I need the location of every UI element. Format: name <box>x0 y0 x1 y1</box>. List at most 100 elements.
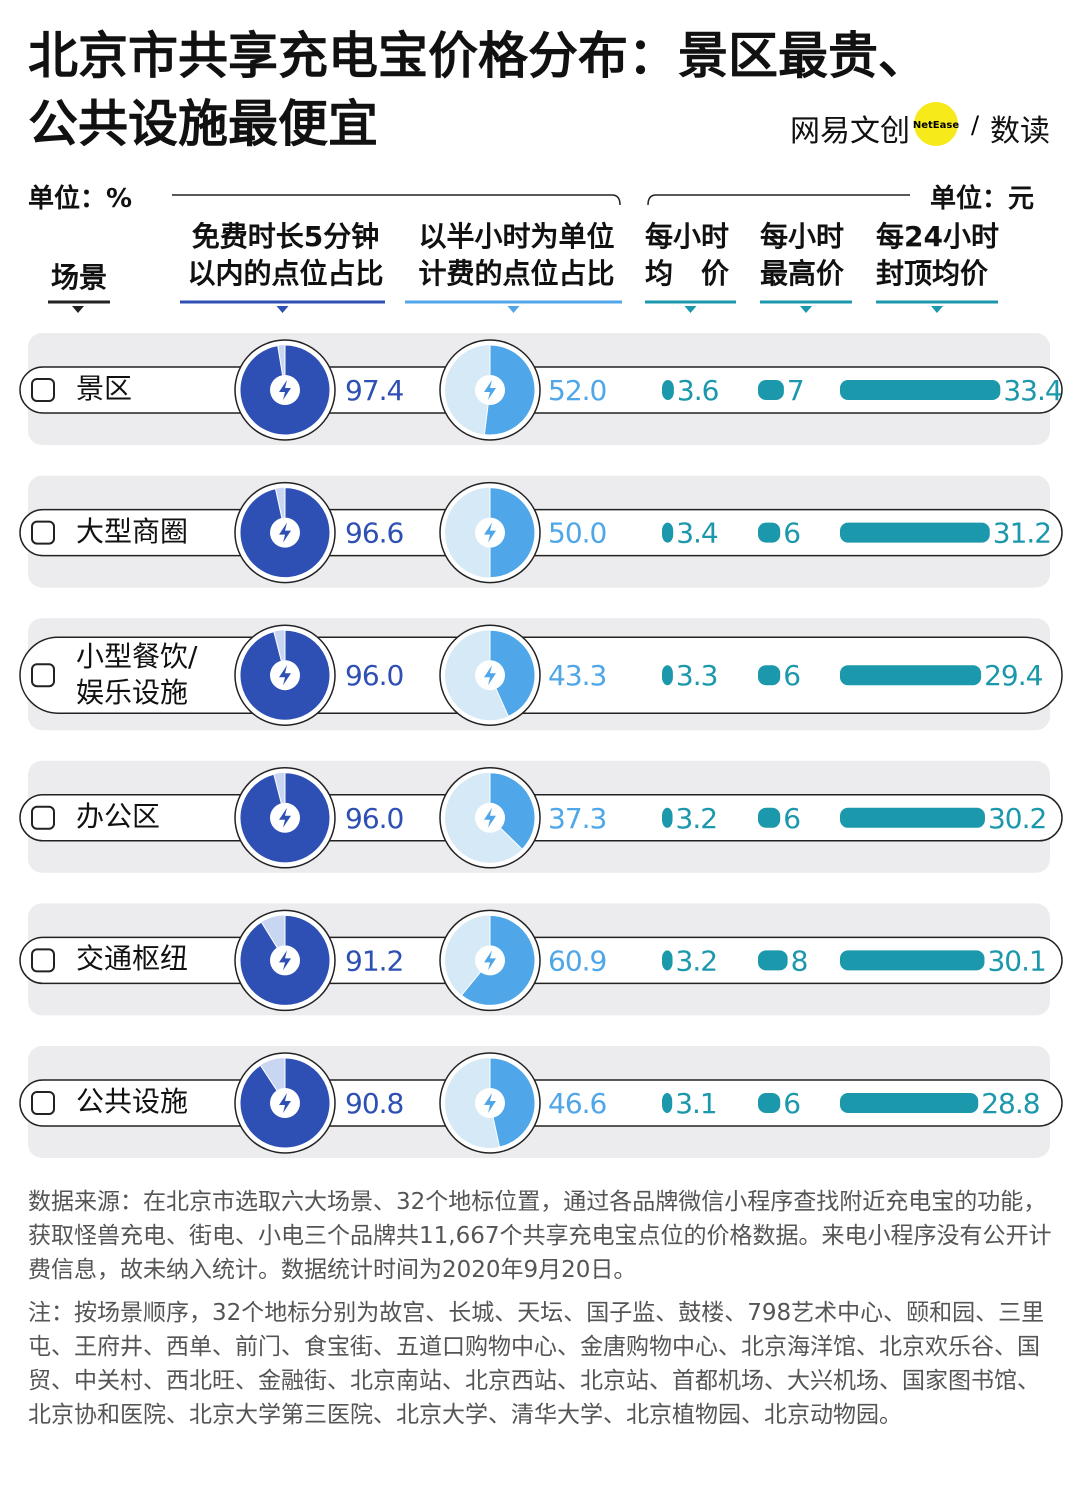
pie-bolt <box>484 522 496 543</box>
category-label: 办公区 <box>76 799 161 833</box>
bar <box>758 380 784 400</box>
value-label: 50.0 <box>548 517 606 550</box>
value-label: 90.8 <box>345 1087 403 1120</box>
value-label: 96.6 <box>345 517 404 550</box>
value-label: 3.3 <box>676 659 718 692</box>
bar <box>758 807 781 828</box>
row-icon <box>31 805 55 830</box>
series-header: 以半小时为单位 计费的点位占比 <box>418 220 615 290</box>
value-label: 31.2 <box>993 517 1051 550</box>
value-label: 3.4 <box>676 517 718 550</box>
pie-bolt <box>484 807 496 828</box>
value-label: 6 <box>783 659 800 692</box>
bar <box>840 380 1001 400</box>
value-label: 96.0 <box>345 802 403 835</box>
series-header: 每小时 均 价 <box>645 220 730 290</box>
value-label: 3.6 <box>677 374 719 407</box>
category-header: 场景 <box>50 261 107 294</box>
value-label: 30.1 <box>987 944 1045 977</box>
value-label: 43.3 <box>548 659 606 692</box>
category-label: 交通枢纽 <box>76 942 189 976</box>
brand-badge-text: NetEase <box>913 120 959 131</box>
brand-right: 数读 <box>990 114 1050 149</box>
bar <box>840 522 990 543</box>
header-arrow <box>684 306 697 313</box>
pie-bolt <box>279 665 291 686</box>
pie-bolt <box>484 1093 496 1113</box>
pie-bolt <box>484 380 496 400</box>
brand-slash: / <box>971 111 980 139</box>
value-label: 33.4 <box>1003 374 1062 407</box>
brand-badge <box>914 102 958 146</box>
category-label: 大型商圈 <box>76 514 189 548</box>
value-label: 97.4 <box>345 374 404 407</box>
row-icon <box>31 1091 55 1115</box>
bar <box>758 950 788 971</box>
series-header: 每24小时 封顶均价 <box>876 220 999 290</box>
bar <box>758 665 781 686</box>
value-label: 28.8 <box>981 1087 1039 1120</box>
brand-left: 网易文创 <box>790 114 910 149</box>
value-label: 60.9 <box>548 944 606 977</box>
pie-slice <box>483 344 536 436</box>
header-arrow <box>800 306 812 313</box>
bar <box>662 665 673 686</box>
pie-slice <box>489 487 536 579</box>
pie-bolt <box>279 1093 291 1113</box>
unit-right: 单位：元 <box>930 184 1035 214</box>
pie-bolt <box>279 807 291 828</box>
pie-bolt <box>279 522 291 543</box>
value-label: 52.0 <box>548 374 606 407</box>
pie-bolt <box>484 665 496 686</box>
row-icon <box>31 663 55 688</box>
bracket-left <box>172 194 621 206</box>
category-label: 小型餐饮/ 娱乐设施 <box>76 640 198 710</box>
category-label: 景区 <box>76 372 133 405</box>
chart-title: 北京市共享充电宝价格分布：景区最贵、 公共设施最便宜 <box>28 27 928 153</box>
value-label: 46.6 <box>548 1087 607 1120</box>
footnote: 注：按场景顺序，32个地标分别为故宫、长城、天坛、国子监、鼓楼、798艺术中心、… <box>28 1300 1045 1428</box>
bar <box>662 950 673 971</box>
bar <box>758 522 781 543</box>
bracket-right <box>647 194 910 206</box>
pie-slice <box>489 772 536 850</box>
header-arrow <box>931 306 943 313</box>
pie-bolt <box>279 380 291 400</box>
bar <box>662 522 674 543</box>
header-arrow <box>507 306 520 313</box>
pie-slice <box>489 629 536 717</box>
header-arrow <box>72 306 84 313</box>
row-icon <box>31 948 55 973</box>
pie-bolt <box>484 950 496 971</box>
value-label: 96.0 <box>345 659 403 692</box>
bar <box>662 1093 673 1113</box>
value-label: 37.3 <box>548 802 606 835</box>
series-header: 每小时 最高价 <box>760 220 845 290</box>
row-icon <box>31 520 55 545</box>
bar <box>840 950 985 971</box>
bar <box>840 665 982 686</box>
bar <box>662 807 673 828</box>
bar <box>758 1093 781 1113</box>
category-label: 公共设施 <box>76 1085 189 1118</box>
value-label: 3.1 <box>675 1087 717 1120</box>
value-label: 91.2 <box>345 944 403 977</box>
source-note: 数据来源：在北京市选取六大场景、32个地标位置，通过各品牌微信小程序查找附近充电… <box>28 1189 1052 1283</box>
series-header: 免费时长5分钟 以内的点位占比 <box>187 220 384 290</box>
pie-bolt <box>279 950 291 971</box>
pie-slice <box>489 1057 536 1148</box>
value-label: 3.2 <box>676 944 718 977</box>
bar <box>662 380 674 400</box>
value-label: 29.4 <box>984 659 1043 692</box>
value-label: 6 <box>783 802 800 835</box>
row-icon <box>31 378 55 402</box>
header-arrow <box>276 306 289 313</box>
bar <box>840 1093 979 1113</box>
value-label: 6 <box>783 517 800 550</box>
unit-left: 单位：% <box>28 184 133 214</box>
value-label: 7 <box>787 374 804 407</box>
value-label: 3.2 <box>676 802 718 835</box>
value-label: 6 <box>783 1087 800 1120</box>
